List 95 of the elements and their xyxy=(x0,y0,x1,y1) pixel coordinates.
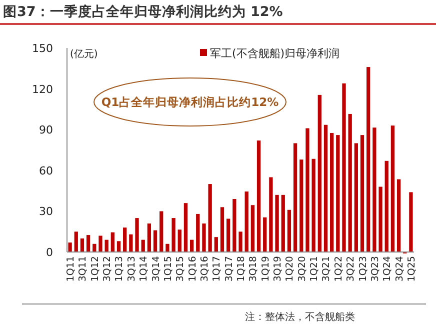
legend-label: 军工(不含舰船)归母净利润 xyxy=(210,47,340,60)
x-tick-label: 3Q18 xyxy=(248,256,260,282)
text: 注：整体法，不含舰船类 xyxy=(245,311,355,323)
bar xyxy=(135,218,139,252)
bar xyxy=(196,214,200,252)
bar xyxy=(324,124,328,252)
bar xyxy=(312,158,316,252)
x-tick-label: 3Q19 xyxy=(272,256,284,282)
bar xyxy=(110,232,114,252)
bar xyxy=(354,143,358,252)
bar xyxy=(300,160,304,252)
bar xyxy=(220,207,224,252)
x-tick-label: 3Q17 xyxy=(224,256,235,282)
bar xyxy=(342,83,346,252)
chart-title: 图37：一季度占全年归母净利润比约为 12% xyxy=(3,3,284,20)
bar xyxy=(86,235,90,252)
x-tick-label: 1Q14 xyxy=(138,256,150,282)
x-tick-label: 3Q24 xyxy=(394,256,406,282)
x-tick-label: 1Q23 xyxy=(358,256,369,282)
bar xyxy=(166,244,170,252)
y-tick-label: 0 xyxy=(46,246,53,260)
bar xyxy=(123,228,127,252)
x-tick-label: 1Q16 xyxy=(187,256,198,282)
bar xyxy=(190,240,194,252)
x-tick-label: 3Q12 xyxy=(102,256,114,282)
x-tick-label: 3Q20 xyxy=(296,256,308,282)
bar xyxy=(250,205,254,252)
bar xyxy=(409,192,413,252)
bar xyxy=(202,223,206,252)
x-tick-label: 1Q19 xyxy=(260,256,272,282)
x-tick-label: 3Q15 xyxy=(175,256,186,282)
bar xyxy=(263,217,267,252)
bar xyxy=(372,128,376,252)
y-tick-label: 90 xyxy=(39,124,53,137)
x-tick-label: 3Q22 xyxy=(346,256,357,282)
bar xyxy=(104,240,108,252)
bar xyxy=(129,234,133,252)
x-tick-label: 1Q11 xyxy=(66,256,77,282)
x-tick-label: 1Q22 xyxy=(333,256,344,282)
bar xyxy=(378,186,382,252)
x-tick-label: 3Q13 xyxy=(126,256,138,282)
x-tick-label: 1Q18 xyxy=(236,256,247,282)
bar xyxy=(287,210,292,252)
x-tick-label: 1Q21 xyxy=(309,256,320,282)
x-tick-label: 1Q24 xyxy=(382,256,394,282)
bar xyxy=(318,94,322,252)
bar xyxy=(226,218,230,252)
bar xyxy=(366,67,370,252)
bar xyxy=(306,128,310,252)
x-tick-label: 1Q15 xyxy=(162,256,174,282)
x-tick-label: 1Q20 xyxy=(284,256,296,282)
y-axis-title: (亿元) xyxy=(70,49,98,60)
bar xyxy=(153,230,158,252)
annotation: Q1占全年归母净利润占比约12% xyxy=(101,95,280,109)
x-tick-label: 1Q12 xyxy=(90,256,101,282)
bar xyxy=(336,135,340,252)
bar xyxy=(98,236,102,252)
y-tick-label: 30 xyxy=(39,205,53,218)
bar xyxy=(281,194,285,252)
bar xyxy=(269,177,273,252)
bar xyxy=(160,211,164,252)
bar xyxy=(68,242,72,252)
bar xyxy=(80,238,84,252)
bar xyxy=(184,203,188,252)
bar xyxy=(116,241,121,252)
bar xyxy=(256,140,261,252)
bar xyxy=(293,143,298,252)
bar xyxy=(244,192,248,252)
bar xyxy=(141,240,145,252)
bar xyxy=(172,218,176,252)
x-tick-label: 1Q13 xyxy=(114,256,126,282)
bar xyxy=(178,230,182,252)
bar xyxy=(74,232,78,252)
bar xyxy=(348,114,352,252)
bar xyxy=(147,223,152,252)
x-tick-label: 1Q17 xyxy=(212,256,223,282)
bar xyxy=(208,184,212,252)
bar xyxy=(360,135,364,252)
x-tick-label: 3Q14 xyxy=(150,256,162,282)
bar xyxy=(330,133,334,252)
y-tick-label: 150 xyxy=(32,42,53,55)
bar xyxy=(214,237,218,252)
bar xyxy=(396,179,401,252)
bar xyxy=(384,160,388,252)
x-tick-label: 3Q21 xyxy=(321,256,332,282)
bar xyxy=(238,232,242,252)
bar xyxy=(390,126,395,252)
bar xyxy=(232,198,236,252)
x-tick-label: 3Q16 xyxy=(199,256,210,282)
bar xyxy=(275,194,279,252)
x-tick-label: 3Q23 xyxy=(370,256,381,282)
y-tick-label: 60 xyxy=(39,164,53,178)
y-tick-label: 120 xyxy=(32,82,53,96)
x-tick-label: 3Q11 xyxy=(78,256,89,282)
x-tick-label: 1Q25 xyxy=(406,256,418,282)
